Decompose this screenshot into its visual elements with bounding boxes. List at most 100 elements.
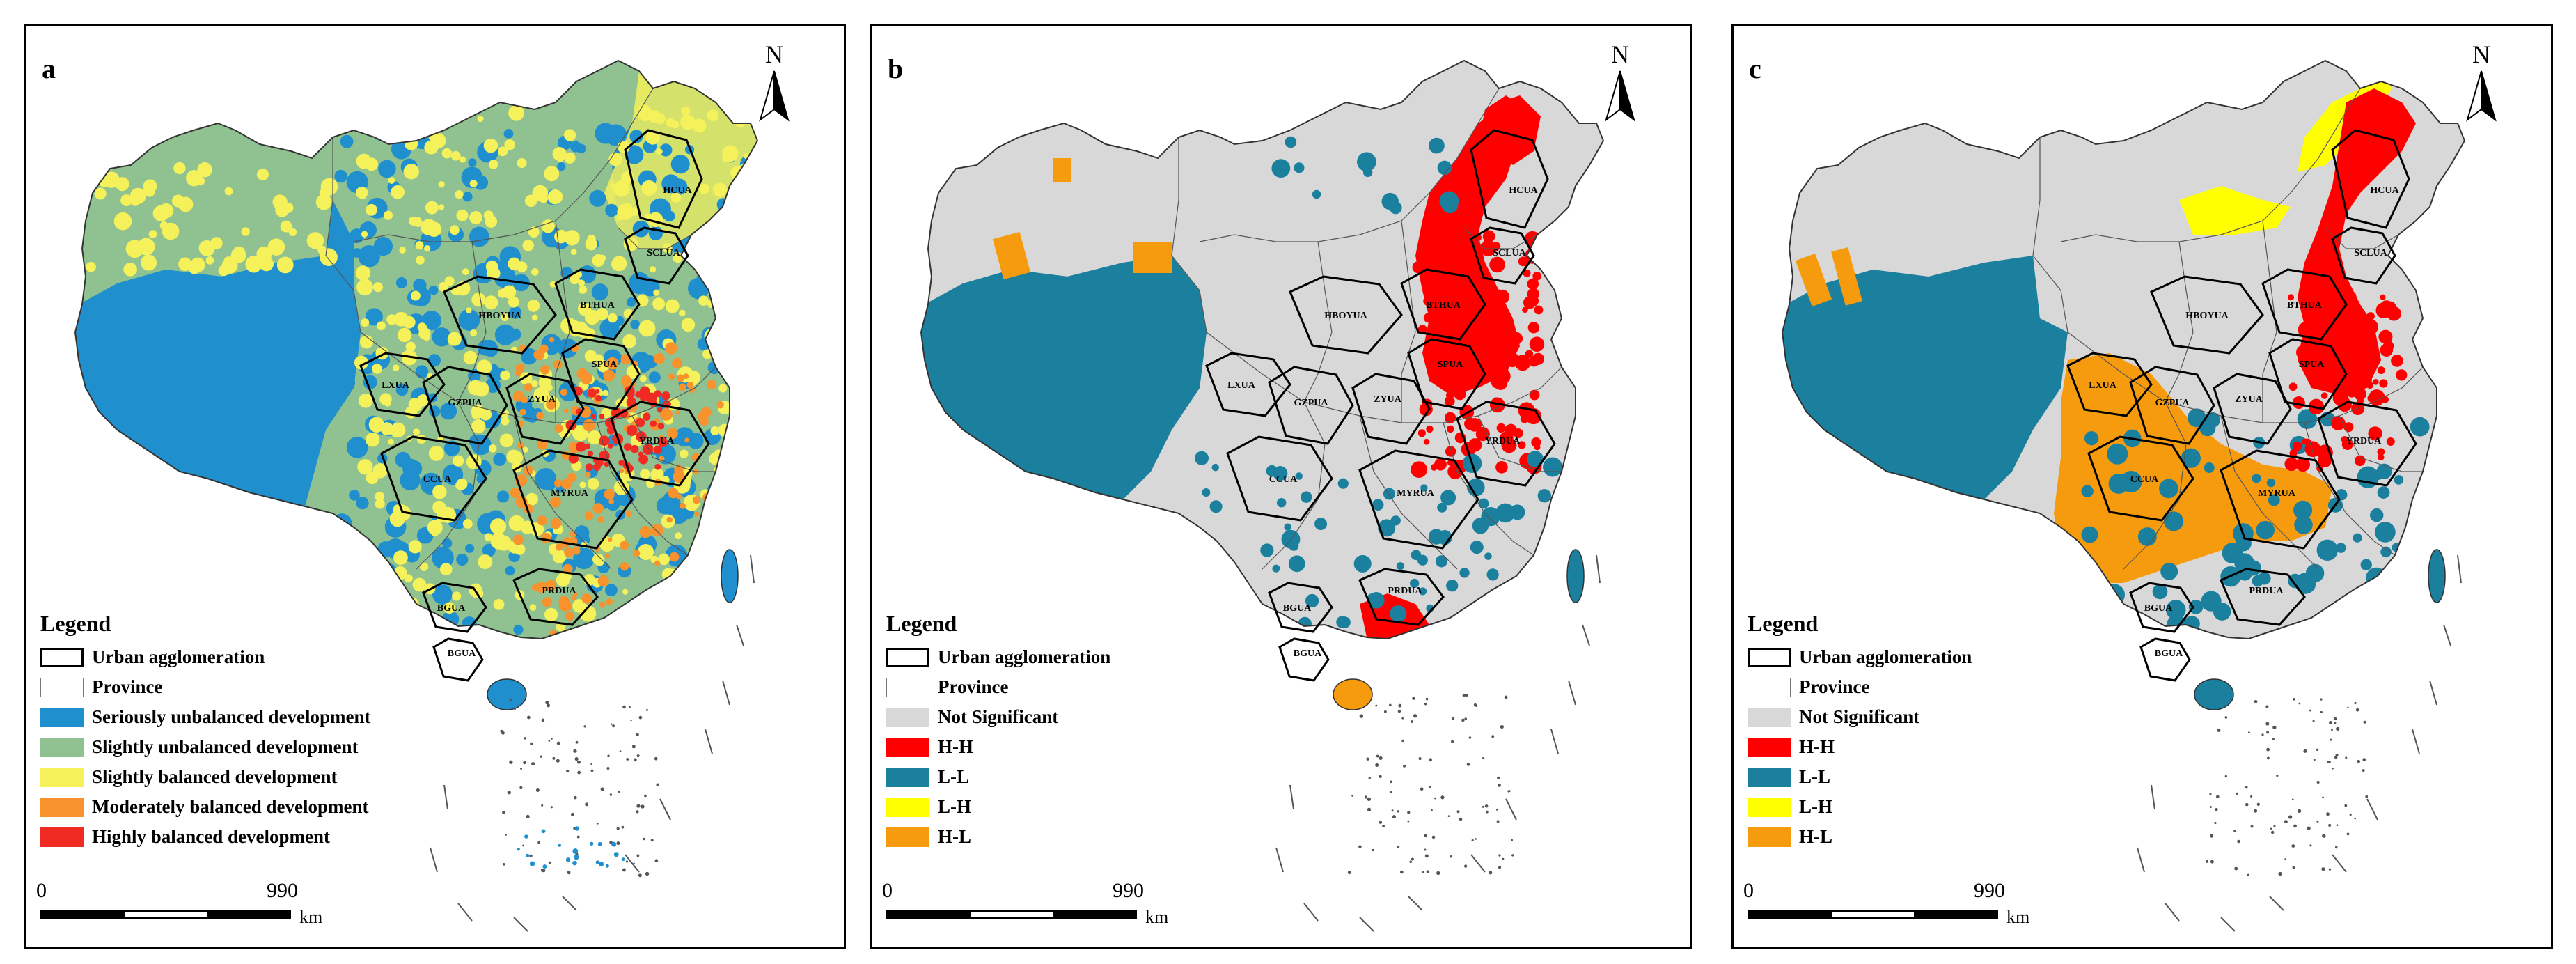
legend-label: Moderately balanced development <box>92 796 369 817</box>
legend-title: Legend <box>886 611 957 636</box>
north-arrow-icon <box>2466 70 2497 122</box>
ua-label-gzpua: GZPUA <box>1294 398 1329 408</box>
legend-item: Moderately balanced development <box>40 792 371 822</box>
ua-label-sclua: SCLUA <box>1493 248 1526 258</box>
legend-swatch <box>886 827 929 847</box>
legend-swatch <box>886 767 929 787</box>
scale-unit: km <box>1145 907 1169 927</box>
ua-label-prdua: PRDUA <box>542 586 577 596</box>
north-arrow-icon <box>1605 70 1635 122</box>
taiwan-island <box>2428 549 2446 603</box>
legend-label: Highly balanced development <box>92 826 331 847</box>
legend: Legend Urban agglomeration Province Not Sig… <box>886 611 1110 852</box>
scale-bar-graphic <box>886 910 1137 919</box>
legend: Legend Urban agglomeration Province Serious… <box>40 611 371 852</box>
scale-unit: km <box>2006 907 2030 927</box>
legend-label: Province <box>92 676 163 697</box>
ua-label-bthua: BTHUA <box>2287 300 2323 311</box>
ua-label-prdua: PRDUA <box>1388 586 1423 596</box>
legend-item: Urban agglomeration <box>40 642 371 672</box>
ua-label-hcua: HCUA <box>663 185 692 196</box>
ua-label-prdua: PRDUA <box>2249 586 2284 596</box>
ua-label-gzpua: GZPUA <box>448 398 483 408</box>
legend-item: Province <box>1748 672 1972 702</box>
legend-label: L-L <box>1799 766 1831 787</box>
legend-swatch <box>886 707 929 727</box>
country-outline <box>74 59 759 640</box>
legend-label: H-L <box>1799 826 1833 847</box>
legend-item: H-L <box>1748 822 1972 852</box>
hl-patch <box>1133 242 1172 273</box>
legend-swatch <box>40 707 84 727</box>
legend-swatch <box>886 677 929 697</box>
taiwan-island <box>1566 549 1585 603</box>
legend-swatch <box>1748 827 1791 847</box>
north-arrow: N <box>1599 40 1641 123</box>
province-boundaries <box>1171 88 1562 570</box>
legend-item: Not Significant <box>1748 702 1972 732</box>
south-china-sea-islands <box>1347 693 1514 876</box>
ua-label-myrua: MYRUA <box>2258 488 2296 499</box>
south-china-sea-islands <box>2206 698 2369 876</box>
country-outline <box>1781 59 2466 640</box>
slightly-balanced-west-patches <box>77 162 338 277</box>
ua-label-bgua2: BGUA <box>2155 648 2183 659</box>
scale-start: 0 <box>1743 879 1754 902</box>
legend-label: H-L <box>938 826 972 847</box>
legend-swatch <box>40 827 84 847</box>
legend-title: Legend <box>1748 611 1819 636</box>
north-arrow: N <box>753 40 795 123</box>
legend-swatch <box>1748 707 1791 727</box>
legend-swatch <box>1748 767 1791 787</box>
legend-label: L-H <box>938 796 972 817</box>
legend-label: H-H <box>938 736 973 757</box>
ua-label-gzpua: GZPUA <box>2155 398 2190 408</box>
ua-label-lxua: LXUA <box>2089 380 2117 391</box>
legend-swatch <box>886 737 929 757</box>
legend-item: Urban agglomeration <box>886 642 1110 672</box>
ua-label-sclua: SCLUA <box>647 248 680 258</box>
legend-swatch <box>40 767 84 787</box>
ua-label-myrua: MYRUA <box>1397 488 1435 499</box>
urban-agglomeration-boundaries <box>2066 129 2417 682</box>
ua-label-zyua: ZYUA <box>1374 394 1402 405</box>
legend-label: H-H <box>1799 736 1835 757</box>
legend-item: Urban agglomeration <box>1748 642 1972 672</box>
ua-label-hcua: HCUA <box>2370 185 2399 196</box>
legend-label: Slightly balanced development <box>92 766 338 787</box>
legend-label: Province <box>938 676 1009 697</box>
legend-item: H-H <box>886 732 1110 762</box>
legend-label: Seriously unbalanced development <box>92 706 371 727</box>
ua-label-ccua: CCUA <box>1269 474 1298 485</box>
legend-label: Slightly unbalanced development <box>92 736 359 757</box>
legend-item: Province <box>886 672 1110 702</box>
ua-label-ccua: CCUA <box>2130 474 2159 485</box>
ua-label-lxua: LXUA <box>1227 380 1256 391</box>
legend-item: H-H <box>1748 732 1972 762</box>
ll-patches <box>2057 408 2437 635</box>
ll-north-patches <box>1271 136 1459 215</box>
ua-label-zyua: ZYUA <box>528 394 556 405</box>
ua-label-myrua: MYRUA <box>551 488 589 499</box>
hainan-island <box>487 678 527 710</box>
ua-label-bgua: BGUA <box>2144 603 2173 614</box>
ua-label-bgua2: BGUA <box>448 648 476 659</box>
legend-swatch <box>1748 647 1791 667</box>
ua-label-yrdua: YRDUA <box>639 436 675 446</box>
province-boundaries <box>2032 88 2424 570</box>
ua-label-bthua: BTHUA <box>580 300 615 311</box>
ua-label-hboyua: HBOYUA <box>2185 311 2229 321</box>
legend-swatch <box>40 737 84 757</box>
scale-start: 0 <box>36 879 47 902</box>
hainan-island <box>2194 678 2234 710</box>
china-map: HCUA SCLUA BTHUA HBOYUA SPUA LXUA GZPUA ZYUA YRD… <box>1781 59 2466 932</box>
scale-bar-graphic <box>1748 910 1998 919</box>
map-fill <box>921 61 1603 639</box>
ua-label-yrdua: YRDUA <box>2346 436 2382 446</box>
legend-item: Slightly unbalanced development <box>40 732 371 762</box>
country-outline <box>920 59 1605 640</box>
ua-label-hboyua: HBOYUA <box>478 311 521 321</box>
legend-item: Not Significant <box>886 702 1110 732</box>
legend-item: L-H <box>886 792 1110 822</box>
north-label: N <box>1611 40 1629 68</box>
